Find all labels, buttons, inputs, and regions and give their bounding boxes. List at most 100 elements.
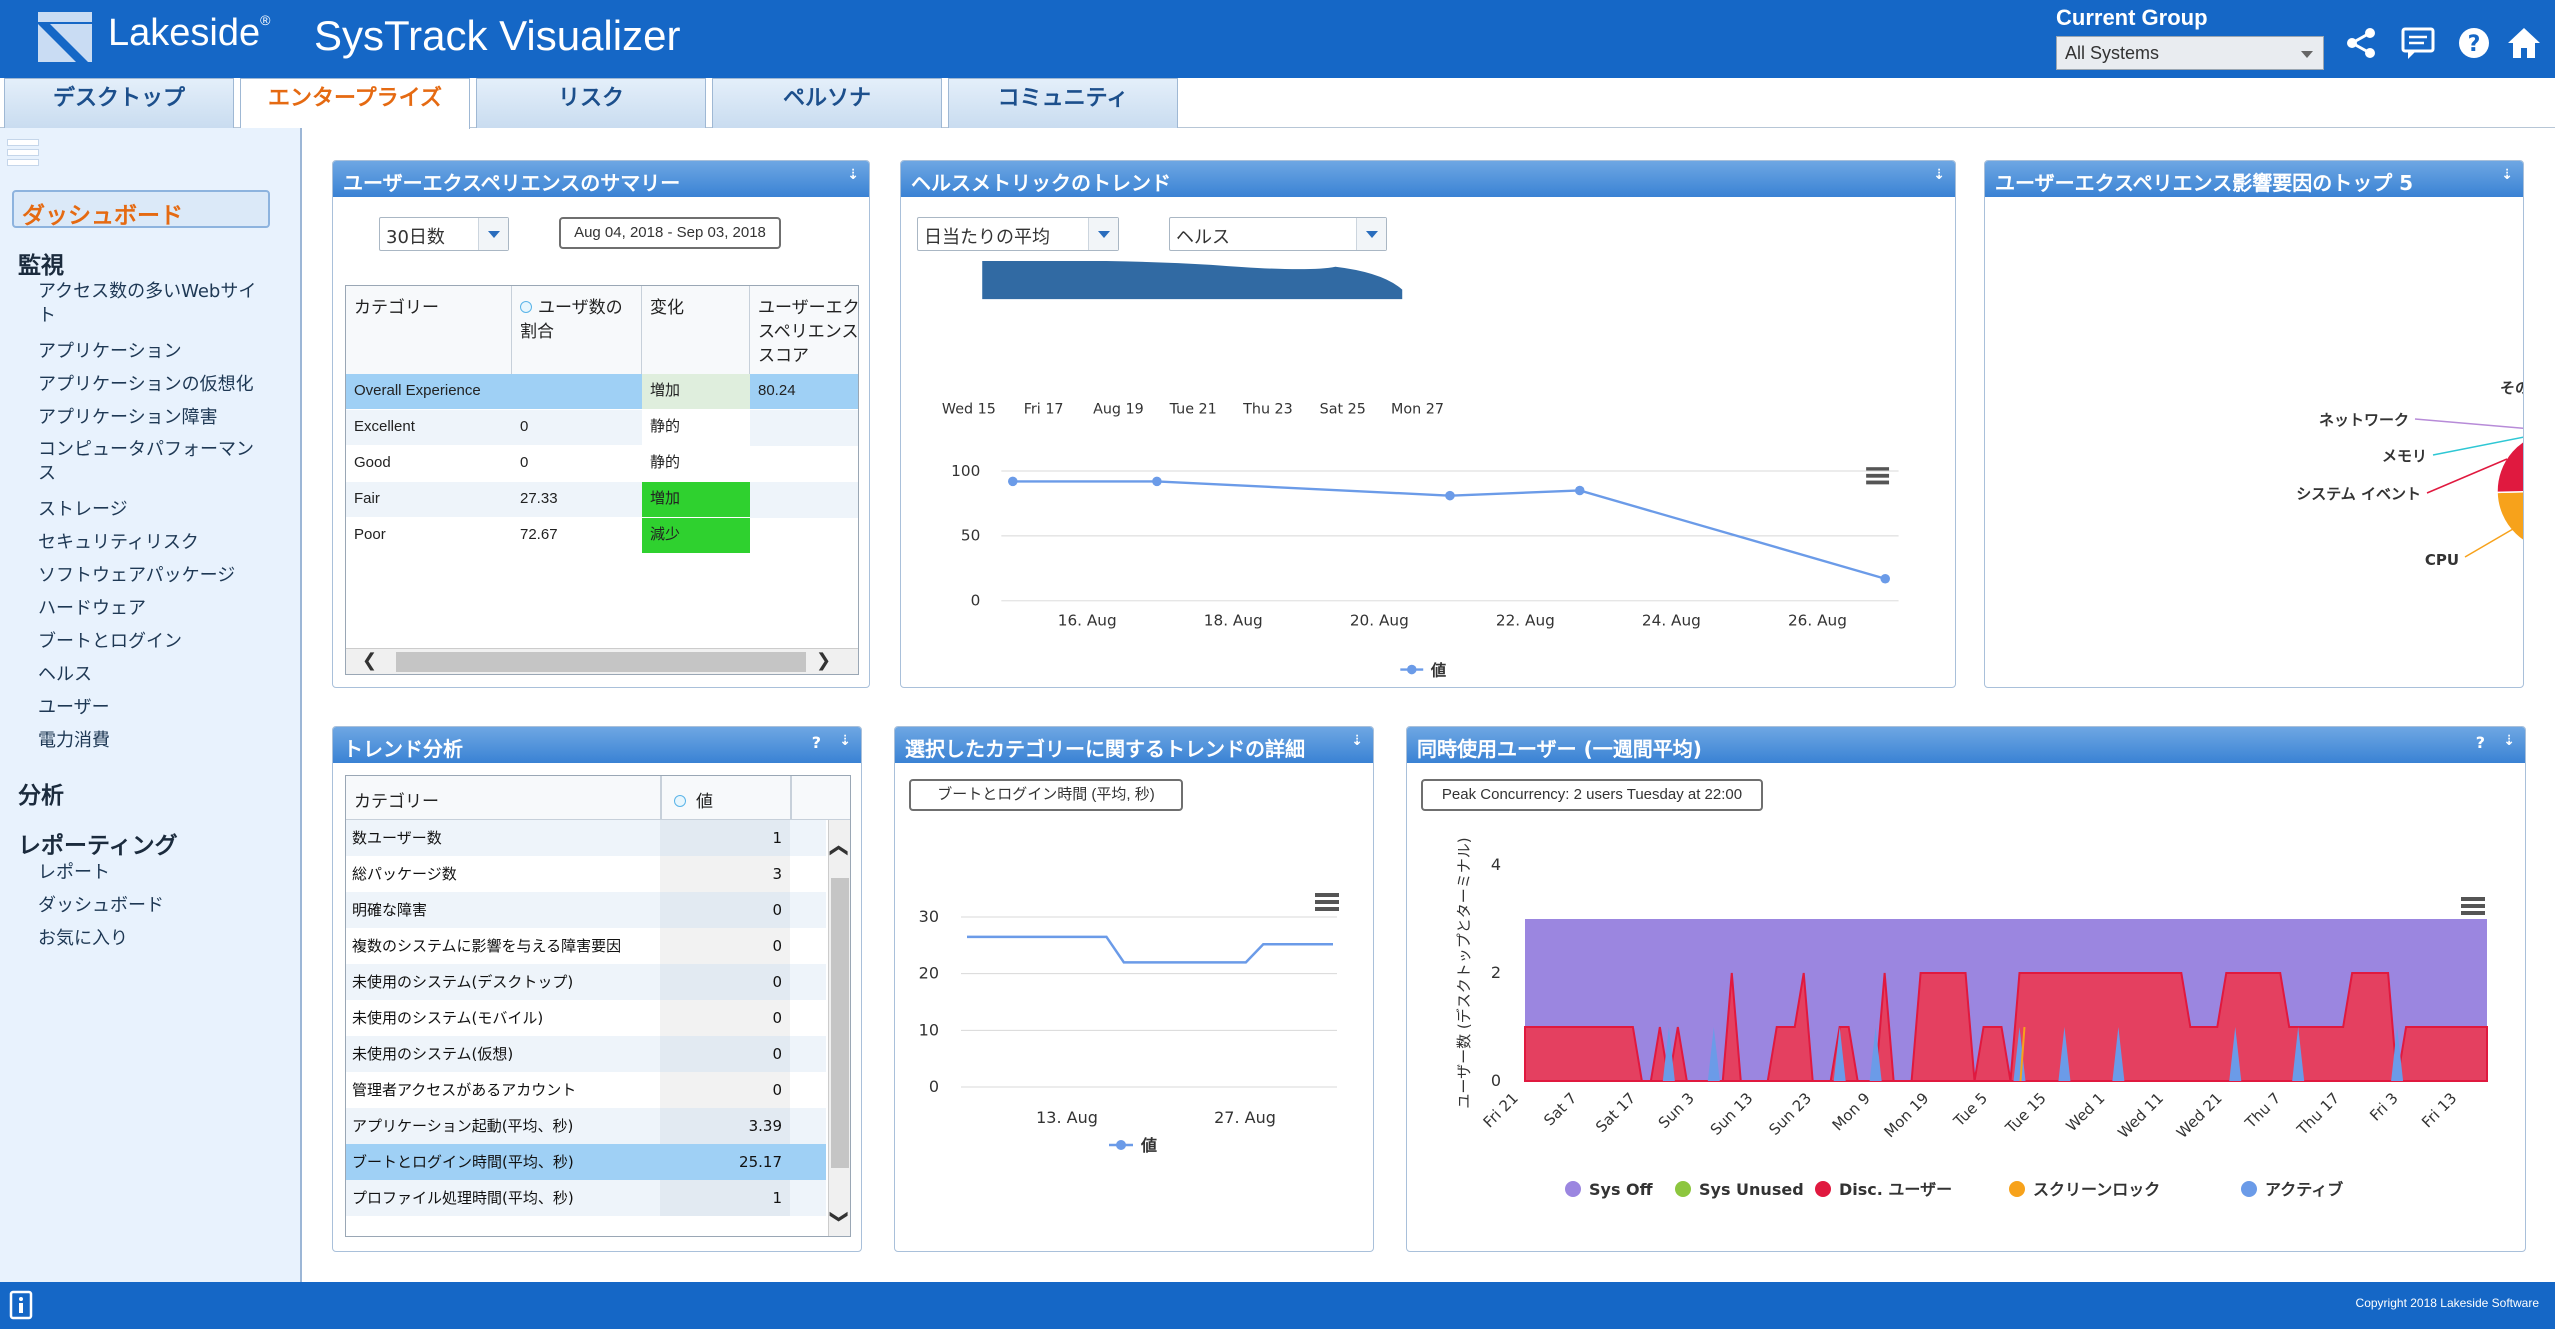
sidebar-item-favorites[interactable]: お気に入り [38,928,128,949]
pin-icon[interactable]: ⇣ [2503,733,2515,749]
navigator-label: Aug 19 [1093,402,1144,418]
pin-icon[interactable]: ⇣ [847,167,859,183]
date-range-display[interactable]: Aug 04, 2018 - Sep 03, 2018 [559,217,781,249]
help-icon[interactable]: ? [2456,26,2492,60]
menu-icon[interactable] [8,140,38,168]
table-row[interactable]: ブートとログイン時間(平均、秒) 25.17 [346,1144,826,1180]
current-group-select[interactable]: All Systems [2056,36,2324,70]
row-value: 0 [660,1072,790,1108]
sidebar-item-app-virtualization[interactable]: アプリケーションの仮想化 [38,374,254,395]
scrollbar-thumb[interactable] [831,878,849,1168]
table-row[interactable]: 管理者アクセスがあるアカウント 0 [346,1072,826,1108]
x-tick-label: Mon 9 [1829,1089,1874,1134]
pin-icon[interactable]: ⇣ [839,733,851,749]
row-category: 明確な障害 [352,901,428,919]
horizontal-scrollbar[interactable]: ❮ ❯ [346,648,858,674]
x-tick-label: 13. Aug [1036,1108,1098,1127]
sidebar-item-health[interactable]: ヘルス [38,664,92,685]
current-group-label: Current Group [2056,5,2208,30]
legend-label: Disc. ユーザー [1839,1180,1952,1199]
sidebar-section-analysis[interactable]: 分析 [18,783,64,809]
share-icon[interactable] [2344,26,2380,60]
chart-menu-icon[interactable] [1866,467,1890,485]
radio-icon [674,795,686,807]
navigator-label: Mon 27 [1391,402,1444,418]
area-active [1707,1027,1720,1081]
help-icon[interactable]: ? [2475,733,2485,752]
aggregate-select[interactable]: 日当たりの平均 [917,217,1119,251]
column-header-change[interactable]: 変化 [642,286,750,374]
sidebar-item-hardware[interactable]: ハードウェア [38,598,146,619]
table-row[interactable]: Good 0 静的 [346,446,858,482]
tab-persona[interactable]: ペルソナ [712,78,942,128]
table-row[interactable]: 未使用のシステム(仮想) 0 [346,1036,826,1072]
column-header-category[interactable]: カテゴリー [346,286,512,374]
sidebar-item-power[interactable]: 電力消費 [38,730,110,751]
row-category: ブートとログイン時間(平均、秒) [352,1153,574,1171]
sidebar-item-software-packages[interactable]: ソフトウェアパッケージ [38,565,236,586]
sidebar-section-monitor[interactable]: 監視 [18,253,64,279]
table-row[interactable]: 複数のシステムに影響を与える障害要因 0 [346,928,826,964]
column-header-ux-score[interactable]: ユーザーエクスペリエンススコア [750,286,858,374]
sidebar-item-boot-login[interactable]: ブートとログイン [38,631,182,652]
sidebar-item-security-risk[interactable]: セキュリティリスク [38,532,199,553]
main-tabs: デスクトップ エンタープライズ リスク ペルソナ コミュニティ [0,78,2555,129]
x-tick-label: Wed 21 [2173,1089,2226,1142]
metric-select[interactable]: ヘルス [1169,217,1387,251]
category-selector[interactable]: ブートとログイン時間 (平均, 秒) [909,779,1183,811]
pie-connector [2464,528,2514,558]
chevron-down-icon[interactable]: ❯ [829,1208,851,1225]
table-row[interactable]: 明確な障害 0 [346,892,826,928]
scrollbar-thumb[interactable] [396,652,806,672]
sidebar-item-top-websites[interactable]: アクセス数の多いWebサイト [38,281,257,326]
home-icon[interactable] [2506,26,2542,60]
row-category: 未使用のシステム(仮想) [352,1045,514,1063]
tab-enterprise[interactable]: エンタープライズ [240,78,470,129]
vertical-scrollbar[interactable]: ❮ ❯ [828,820,851,1236]
column-header-user-pct[interactable]: ユーザ数の割合 [512,286,642,374]
pin-icon[interactable]: ⇣ [2501,167,2513,183]
chevron-left-icon[interactable]: ❮ [362,650,378,671]
table-row[interactable]: Excellent 0 静的 [346,410,858,446]
comment-icon[interactable] [2400,26,2436,60]
table-row[interactable]: Overall Experience 増加 80.24 [346,374,858,410]
help-icon[interactable]: ? [811,733,821,752]
legend-marker [1407,664,1417,675]
pin-icon[interactable]: ⇣ [1933,167,1945,183]
table-row[interactable]: 未使用のシステム(モバイル) 0 [346,1000,826,1036]
table-row[interactable]: 総パッケージ数 3 [346,856,826,892]
column-header-category[interactable]: カテゴリー [354,792,439,812]
table-row[interactable]: プロファイル処理時間(平均、秒) 1 [346,1180,826,1216]
table-row[interactable]: Fair 27.33 増加 [346,482,858,518]
pie-label: CPU [2425,551,2459,569]
area-active [1662,1027,1675,1081]
sidebar-item-storage[interactable]: ストレージ [38,499,128,520]
chart-menu-icon[interactable] [2461,897,2485,915]
x-tick-label: Sat 17 [1592,1089,1639,1136]
row-category: 未使用のシステム(デスクトップ) [352,973,574,991]
pin-icon[interactable]: ⇣ [1351,733,1363,749]
sidebar-item-applications[interactable]: アプリケーション [38,341,182,362]
sidebar-section-reporting[interactable]: レポーティング [18,833,178,859]
table-row[interactable]: アプリケーション起動(平均、秒) 3.39 [346,1108,826,1144]
chevron-up-icon[interactable]: ❮ [829,842,851,859]
sidebar-item-users[interactable]: ユーザー [38,697,110,718]
sidebar-item-app-faults[interactable]: アプリケーション障害 [38,407,218,428]
sidebar-item-report-dashboards[interactable]: ダッシュボード [38,895,164,916]
x-tick-label: Thu 17 [2293,1089,2343,1139]
table-row[interactable]: 未使用のシステム(デスクトップ) 0 [346,964,826,1000]
sidebar-item-computer-performance[interactable]: コンピュータパフォーマンス [38,439,254,484]
tab-community[interactable]: コミュニティ [948,78,1178,128]
tab-risk[interactable]: リスク [476,78,706,128]
tab-desktop[interactable]: デスクトップ [4,78,234,128]
chart-menu-icon[interactable] [1315,893,1339,911]
table-row[interactable]: 数ユーザー数 1 [346,820,826,856]
table-row[interactable]: Poor 72.67 減少 [346,518,858,554]
period-select[interactable]: 30日数 [379,217,509,251]
chevron-right-icon[interactable]: ❯ [816,650,832,671]
sidebar-item-dashboard[interactable]: ダッシュボード [12,190,270,229]
column-header-value[interactable]: 値 [674,787,713,812]
area-active [2229,1027,2242,1081]
sidebar-item-reports[interactable]: レポート [38,862,110,883]
info-icon[interactable] [8,1290,34,1320]
